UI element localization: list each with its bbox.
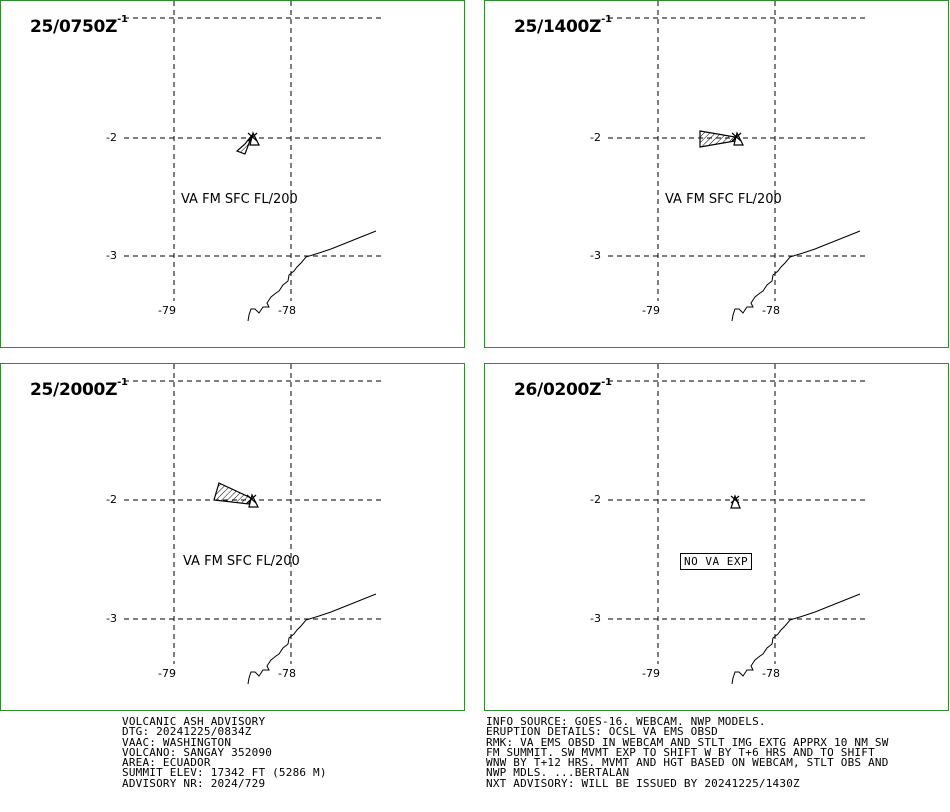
forecast-panel-4: 26/0200Z-1 -2 -3 -79 -78 NO VA EXP <box>484 363 949 711</box>
next-advisory: NXT ADVISORY: WILL BE ISSUED BY 20241225… <box>486 776 800 790</box>
map-graphic <box>124 1 381 322</box>
map-graphic <box>608 1 865 322</box>
eruption-details: ERUPTION DETAILS: OCSL VA EMS OBSD <box>486 725 718 739</box>
remarks-line-3: WNW BY T+12 HRS. MVMT AND HGT BASED ON W… <box>486 756 889 770</box>
info-source: INFO SOURCE: GOES-16. WEBCAM. NWP MODELS… <box>486 715 766 728</box>
remarks-line-2: FM SUMMIT. SW MVMT EXP TO SHIFT W BY T+6… <box>486 745 875 759</box>
forecast-panel-2: 25/1400Z-1 -2 -3 -79 -78 VA FM SFC FL/20… <box>484 0 949 348</box>
remarks-line-4: NWP MDLS. ...BERTALAN <box>486 766 630 780</box>
forecast-label: VA FM SFC FL/200 <box>665 192 782 207</box>
ash-cloud <box>699 130 744 148</box>
valid-time: 26/0200Z-1 <box>514 377 612 400</box>
advisory-volcano: VOLCANO: SANGAY 352090 <box>122 745 273 759</box>
lat-label-bottom: -3 <box>590 249 601 262</box>
lat-label-bottom: -3 <box>106 249 117 262</box>
forecast-panel-3: 25/2000Z-1 -2 -3 -79 -78 VA FM SFC FL/20… <box>0 363 465 711</box>
map-graphic <box>608 364 865 685</box>
lat-label-top: -2 <box>106 493 117 506</box>
advisory-summit-elev: SUMMIT ELEV: 17342 FT (5286 M) <box>122 766 327 780</box>
no-va-exp-box: NO VA EXP <box>680 553 753 570</box>
forecast-label: VA FM SFC FL/200 <box>183 554 300 569</box>
lat-label-top: -2 <box>590 131 601 144</box>
advisory-remarks-block: INFO SOURCE: GOES-16. WEBCAM. NWP MODELS… <box>486 715 889 790</box>
lat-label-bottom: -3 <box>590 612 601 625</box>
coastline <box>247 230 377 322</box>
lon-label-right: -78 <box>278 304 296 317</box>
valid-time: 25/2000Z-1 <box>30 377 128 400</box>
advisory-title: VOLCANIC ASH ADVISORY <box>122 715 266 728</box>
lon-label-right: -78 <box>762 304 780 317</box>
map-graphic <box>124 364 381 685</box>
lon-label-left: -79 <box>642 667 660 680</box>
ash-cloud <box>235 131 260 155</box>
forecast-label: VA FM SFC FL/200 <box>181 192 298 207</box>
remarks-line-1: RMK: VA EMS OBSD IN WEBCAM AND STLT IMG … <box>486 735 889 749</box>
lon-label-right: -78 <box>278 667 296 680</box>
ash-cloud <box>213 482 259 508</box>
lat-label-bottom: -3 <box>106 612 117 625</box>
lon-label-right: -78 <box>762 667 780 680</box>
volcano-marker <box>730 494 741 509</box>
valid-time: 25/0750Z-1 <box>30 14 128 37</box>
valid-time: 25/1400Z-1 <box>514 14 612 37</box>
forecast-panel-1: 25/0750Z-1 -2 -3 -79 -78 VA FM SFC FL/20… <box>0 0 465 348</box>
lon-label-left: -79 <box>158 304 176 317</box>
advisory-number: ADVISORY NR: 2024/729 <box>122 776 266 790</box>
lon-label-left: -79 <box>642 304 660 317</box>
lat-label-top: -2 <box>590 493 601 506</box>
lon-label-left: -79 <box>158 667 176 680</box>
advisory-area: AREA: ECUADOR <box>122 756 211 770</box>
advisory-vaac: VAAC: WASHINGTON <box>122 735 232 749</box>
advisory-dtg: DTG: 20241225/0834Z <box>122 725 252 739</box>
lat-label-top: -2 <box>106 131 117 144</box>
advisory-header-block: VOLCANIC ASH ADVISORY DTG: 20241225/0834… <box>122 715 327 790</box>
